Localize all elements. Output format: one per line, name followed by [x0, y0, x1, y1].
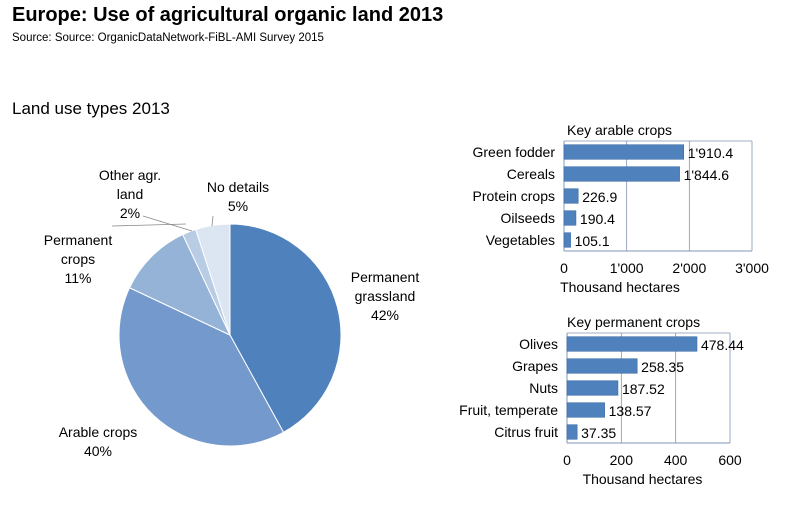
pie-label-0: grassland [355, 288, 416, 304]
bar-2-2 [566, 380, 619, 396]
bar-value-label-1-2: 226.9 [582, 189, 617, 205]
x-tick-label-1-0: 0 [560, 260, 568, 276]
pie-leader-permanent-crops [111, 223, 187, 227]
bar-1-1 [563, 166, 680, 182]
pie-label-3: land [117, 186, 143, 202]
bar-category-label-1-4: Vegetables [486, 232, 555, 248]
bar-value-label-2-3: 138.57 [609, 403, 652, 419]
pie-leader-no-details [211, 215, 214, 227]
bar-value-label-2-4: 37.35 [581, 425, 616, 441]
bar-value-label-2-1: 258.35 [641, 359, 684, 375]
pie-label-2: crops [61, 251, 95, 267]
bar-value-label-1-0: 1'910.4 [688, 145, 734, 161]
bar-2-1 [566, 358, 638, 374]
pie-title: Land use types 2013 [12, 99, 170, 118]
bar-category-label-2-1: Grapes [512, 358, 558, 374]
pie-slice-1 [118, 287, 285, 447]
page-subtitle: Source: Source: OrganicDataNetwork-FiBL-… [12, 32, 324, 44]
bar-value-label-2-2: 187.52 [622, 381, 665, 397]
bar-1-3 [563, 210, 577, 226]
x-tick-label-2-1: 200 [610, 452, 634, 468]
bar-category-label-2-4: Citrus fruit [494, 424, 558, 440]
x-axis-title-1: Thousand hectares [560, 279, 680, 295]
x-tick-label-2-2: 400 [664, 452, 688, 468]
bar-value-label-1-1: 1'844.6 [684, 167, 730, 183]
x-tick-label-1-3: 3'000 [735, 260, 769, 276]
bar-category-label-1-2: Protein crops [473, 188, 555, 204]
pie-value-0: 42% [371, 307, 399, 323]
bar-1-2 [563, 188, 579, 204]
bar-category-label-2-0: Olives [519, 336, 558, 352]
pie-label-3: Other agr. [99, 167, 161, 183]
x-tick-label-2-0: 0 [563, 452, 571, 468]
pie-label-4: No details [207, 179, 269, 195]
x-tick-label-1-2: 2'000 [672, 260, 706, 276]
bar-category-label-1-3: Oilseeds [501, 210, 555, 226]
x-axis-title-2: Thousand hectares [583, 471, 703, 487]
bar-2-3 [566, 402, 605, 418]
bar-1-4 [563, 232, 571, 248]
pie-leader-other-agr-land [142, 215, 193, 232]
pie-slice-2 [128, 233, 232, 337]
bar-2-0 [566, 336, 698, 352]
pie-value-4: 5% [228, 198, 248, 214]
bar-value-label-1-4: 105.1 [575, 233, 610, 249]
pie-value-2: 11% [65, 270, 92, 286]
x-tick-label-1-1: 1'000 [610, 260, 644, 276]
bar-chart-title-2: Key permanent crops [567, 314, 700, 330]
pie-label-0: Permanent [351, 269, 420, 285]
bar-value-label-2-0: 478.44 [701, 337, 744, 353]
bar-category-label-2-2: Nuts [529, 380, 558, 396]
x-tick-label-2-3: 600 [718, 452, 742, 468]
bar-category-label-1-1: Cereals [507, 166, 555, 182]
pie-label-2: Permanent [44, 232, 113, 248]
bar-category-label-2-3: Fruit, temperate [459, 402, 558, 418]
bar-category-label-1-0: Green fodder [473, 144, 556, 160]
bar-chart-title-1: Key arable crops [567, 122, 672, 138]
pie-slice-4 [195, 223, 231, 336]
bar-2-4 [566, 424, 578, 440]
bar-value-label-1-3: 190.4 [580, 211, 615, 227]
bar-1-0 [563, 144, 685, 160]
pie-value-3: 2% [120, 205, 140, 221]
pie-label-1: Arable crops [59, 424, 138, 440]
pie-slice-0 [229, 223, 342, 433]
pie-value-1: 40% [84, 443, 112, 459]
page-title: Europe: Use of agricultural organic land… [12, 4, 444, 26]
